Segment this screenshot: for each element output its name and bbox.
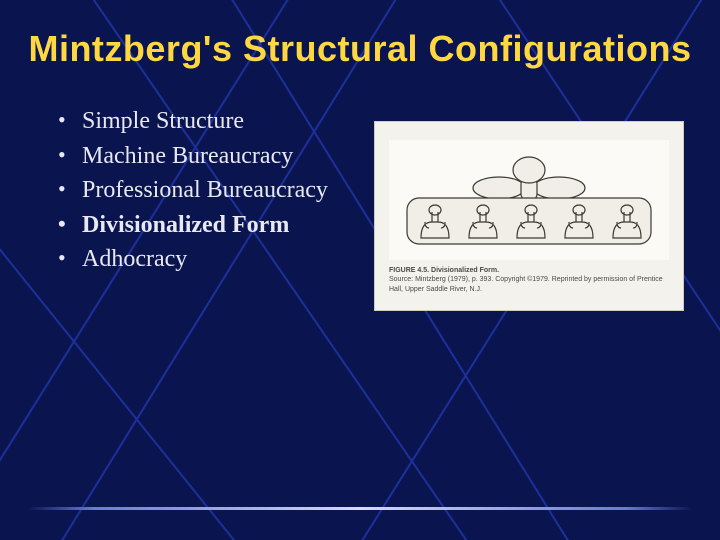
slide-title: Mintzberg's Structural Configurations	[0, 0, 720, 69]
list-item: Simple Structure	[56, 105, 356, 137]
footer-divider	[28, 507, 692, 510]
list-item: Divisionalized Form	[56, 209, 356, 241]
caption-title: FIGURE 4.5. Divisionalized Form.	[389, 267, 499, 274]
divisionalized-form-diagram	[389, 140, 669, 260]
bullet-list: Simple Structure Machine Bureaucracy Pro…	[56, 105, 356, 311]
figure-box: FIGURE 4.5. Divisionalized Form. Source:…	[374, 121, 684, 311]
content-area: Simple Structure Machine Bureaucracy Pro…	[0, 69, 720, 311]
list-item: Adhocracy	[56, 243, 356, 275]
caption-source: Source: Mintzberg (1979), p. 393. Copyri…	[389, 276, 663, 292]
figure-container: FIGURE 4.5. Divisionalized Form. Source:…	[374, 121, 690, 311]
list-item: Machine Bureaucracy	[56, 140, 356, 172]
list-item: Professional Bureaucracy	[56, 174, 356, 206]
figure-caption: FIGURE 4.5. Divisionalized Form. Source:…	[389, 266, 669, 293]
